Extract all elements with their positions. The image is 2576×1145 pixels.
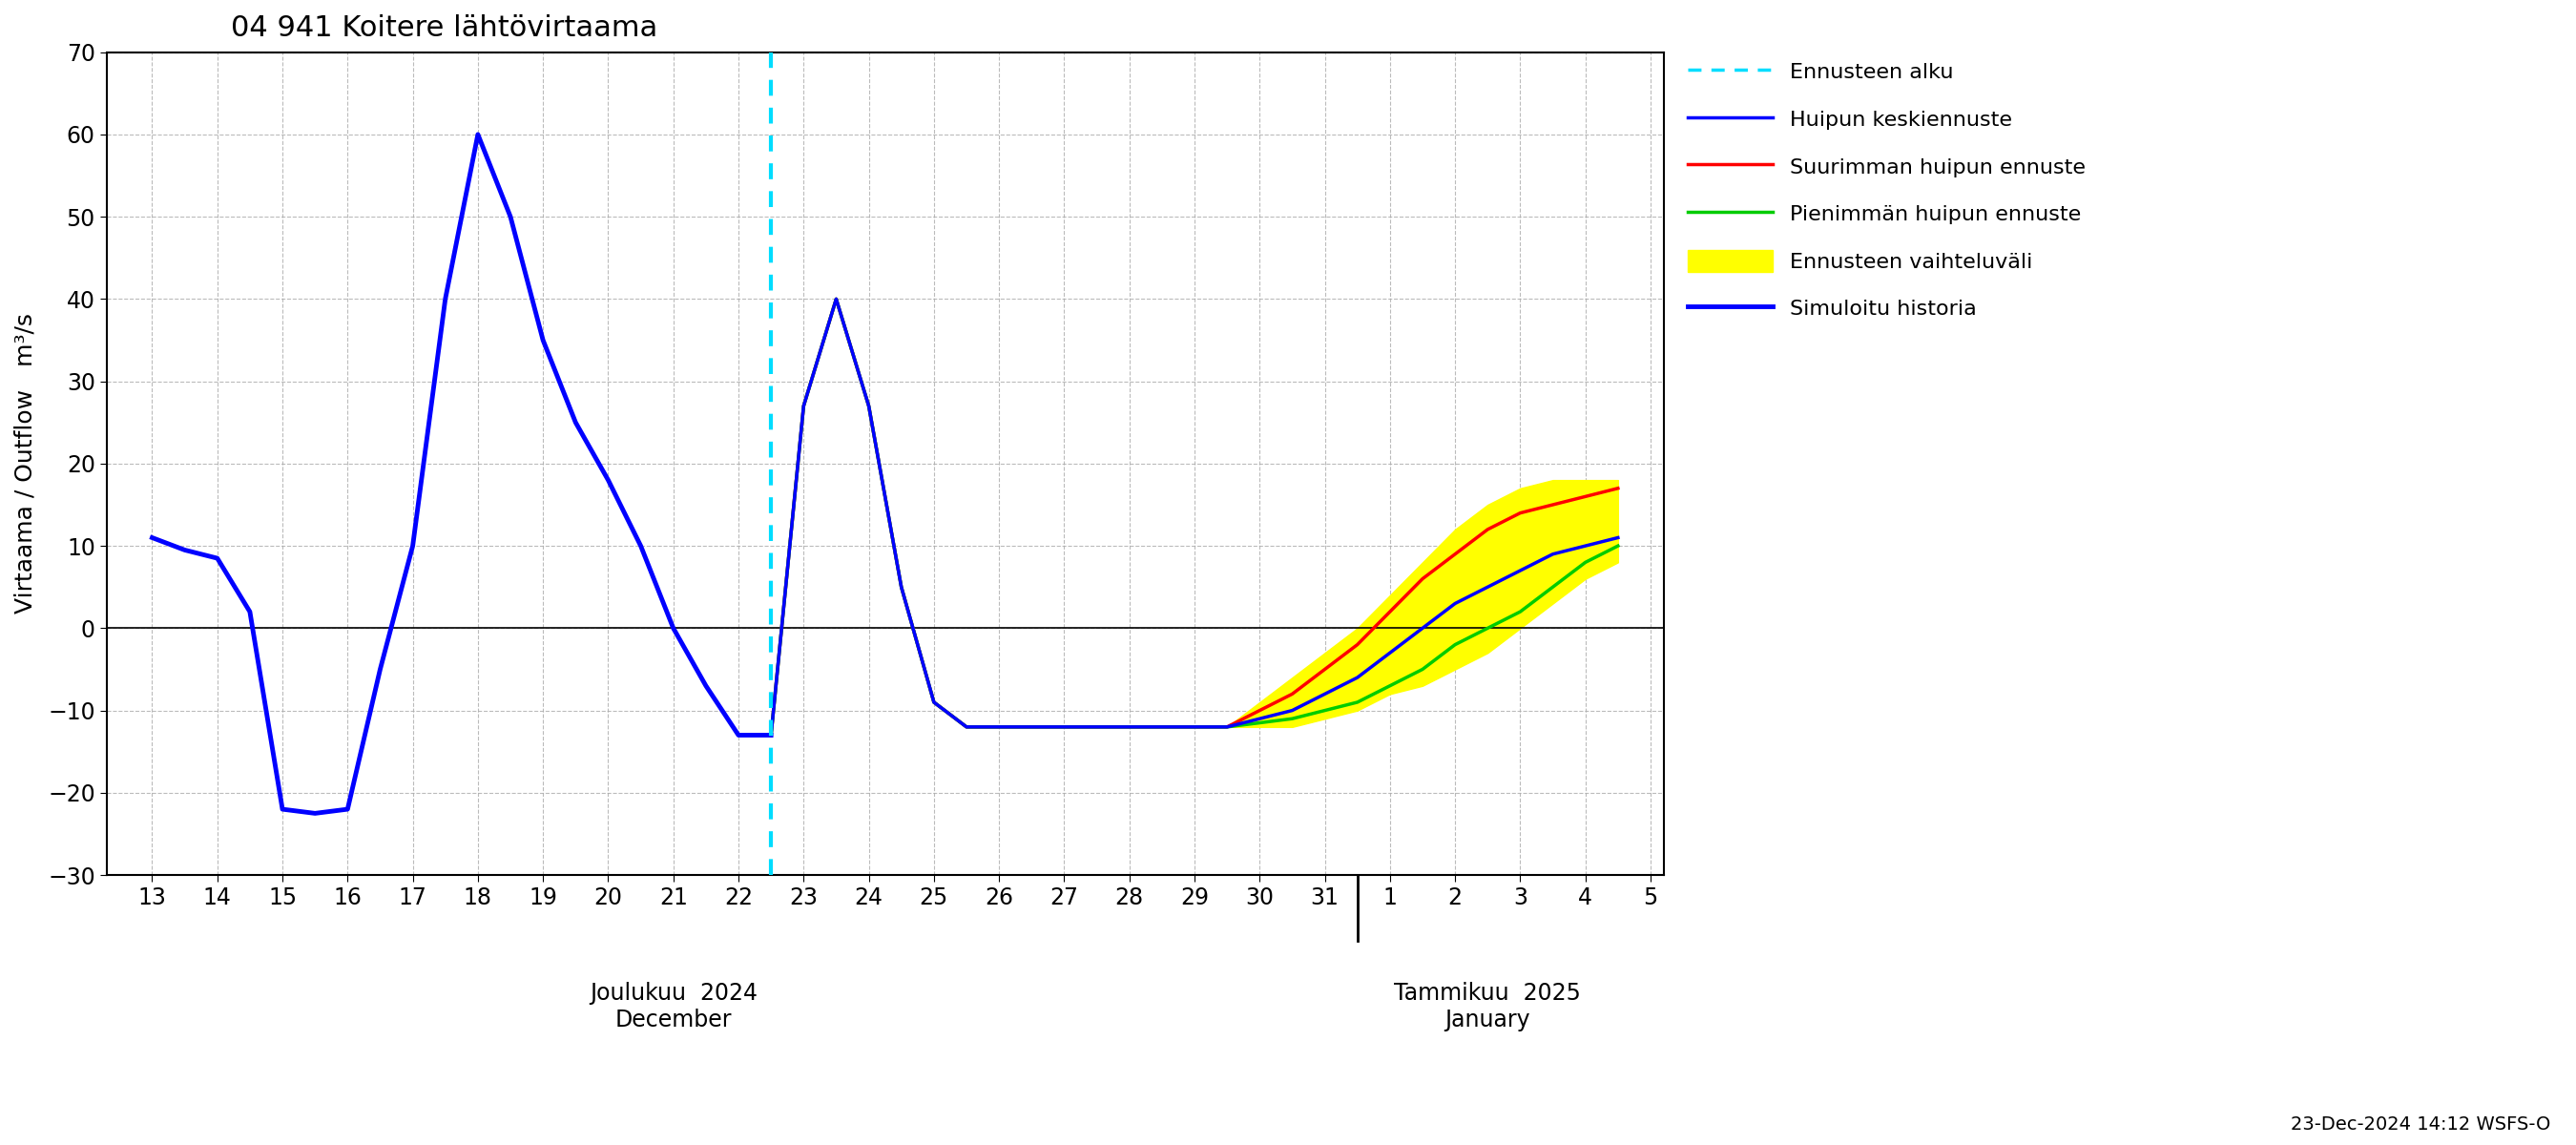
Y-axis label: Virtaama / Outflow   m³/s: Virtaama / Outflow m³/s bbox=[15, 314, 36, 614]
Text: Tammikuu  2025
January: Tammikuu 2025 January bbox=[1394, 982, 1582, 1032]
Text: Joulukuu  2024
December: Joulukuu 2024 December bbox=[590, 982, 757, 1032]
Legend: Ennusteen alku, Huipun keskiennuste, Suurimman huipun ennuste, Pienimmän huipun : Ennusteen alku, Huipun keskiennuste, Suu… bbox=[1680, 53, 2094, 327]
Text: 04 941 Koitere lähtövirtaama: 04 941 Koitere lähtövirtaama bbox=[232, 14, 657, 42]
Text: 23-Dec-2024 14:12 WSFS-O: 23-Dec-2024 14:12 WSFS-O bbox=[2290, 1115, 2550, 1134]
